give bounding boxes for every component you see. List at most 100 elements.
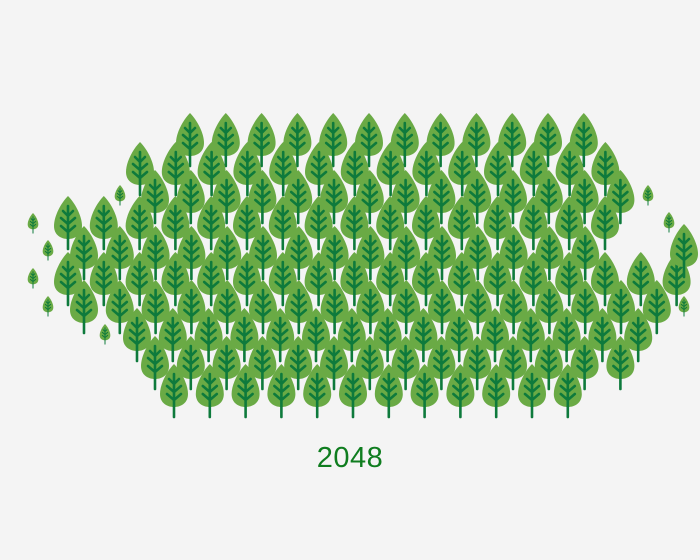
tree-icon (355, 336, 384, 391)
tree-icon (268, 196, 297, 251)
tree-icon (303, 364, 332, 419)
tree-icon (555, 142, 584, 197)
tree-icon (42, 240, 54, 261)
tree-icon (484, 142, 512, 197)
tree-icon (161, 196, 190, 251)
tree-icon (356, 280, 385, 335)
tree-icon (89, 196, 118, 251)
tree-icon (570, 336, 599, 391)
tree-icon (161, 142, 190, 197)
tree-icon (446, 364, 475, 419)
tree-icon (320, 280, 349, 335)
tree-icon (141, 280, 170, 335)
tree-icon (161, 252, 190, 307)
tree-icon (54, 252, 82, 307)
tree-icon (391, 336, 420, 391)
tree-icon (126, 142, 154, 197)
tree-icon (176, 113, 204, 168)
tree-icon (248, 336, 277, 391)
tree-icon (339, 364, 367, 419)
tree-icon (304, 196, 333, 251)
tree-icon (390, 113, 419, 168)
tree-icon (320, 226, 349, 281)
tree-icon (268, 252, 297, 307)
tree-icon (535, 226, 564, 281)
tree-icon (534, 336, 563, 391)
tree-icon (125, 252, 154, 307)
tree-icon (519, 196, 548, 251)
tree-icon (284, 336, 313, 391)
tree-icon (498, 113, 527, 168)
tree-icon (642, 185, 654, 206)
tree-icon (212, 336, 241, 391)
tree-icon (534, 113, 562, 168)
tree-icon (114, 185, 126, 206)
tree-icon (534, 170, 563, 225)
tree-icon (571, 280, 600, 335)
tree-icon (269, 142, 298, 197)
tree-icon (213, 226, 242, 281)
tree-icon (231, 364, 260, 419)
tree-icon (27, 268, 39, 289)
tree-icon (54, 196, 82, 251)
tree-icon (266, 308, 295, 363)
tree-icon (374, 364, 403, 419)
tree-icon (606, 336, 635, 391)
tree-icon (141, 170, 169, 225)
tree-icon (213, 280, 242, 335)
tree-icon (483, 196, 512, 251)
tree-icon (247, 113, 276, 168)
tree-icon (355, 113, 383, 168)
tree-icon (553, 364, 582, 419)
tree-icon (211, 113, 240, 168)
tree-icon (483, 252, 512, 307)
tree-icon (195, 364, 224, 419)
tree-icon (105, 280, 134, 335)
tree-icon (499, 336, 527, 391)
tree-icon (624, 308, 653, 363)
tree-icon (233, 142, 262, 197)
tree-icon (516, 308, 545, 363)
tree-icon (302, 308, 330, 363)
tree-icon (233, 196, 261, 251)
tree-icon (212, 170, 241, 225)
tree-icon (663, 212, 675, 233)
tree-icon (249, 226, 277, 281)
tree-icon (177, 226, 206, 281)
tree-icon (70, 280, 98, 335)
tree-icon (427, 336, 456, 391)
tree-icon (392, 226, 421, 281)
tree-icon (463, 170, 492, 225)
tree-icon (606, 170, 635, 225)
tree-icon (678, 296, 690, 317)
tree-icon (249, 280, 277, 335)
tree-icon (194, 308, 223, 363)
tree-icon (319, 113, 348, 168)
tree-icon (305, 142, 333, 197)
tree-icon (233, 252, 261, 307)
tree-icon (482, 364, 511, 419)
tree-icon (340, 142, 369, 197)
year-label: 2048 (316, 442, 384, 474)
tree-icon (412, 142, 441, 197)
tree-icon (448, 142, 477, 197)
tree-icon (409, 308, 438, 363)
tree-icon (570, 170, 599, 225)
tree-icon (428, 226, 456, 281)
tree-icon (447, 196, 476, 251)
tree-icon (571, 226, 600, 281)
tree-icon (426, 113, 455, 168)
tree-icon (499, 226, 528, 281)
tree-icon (519, 252, 548, 307)
tree-icon (337, 308, 366, 363)
tree-icon (123, 308, 151, 363)
tree-icon (89, 252, 118, 307)
tree-icon (463, 336, 492, 391)
tree-icon (555, 196, 584, 251)
tree-icon (355, 170, 384, 225)
tree-icon (392, 280, 421, 335)
tree-icon (320, 336, 348, 391)
tree-icon (230, 308, 259, 363)
tree-icon (373, 308, 402, 363)
tree-icon (427, 170, 456, 225)
